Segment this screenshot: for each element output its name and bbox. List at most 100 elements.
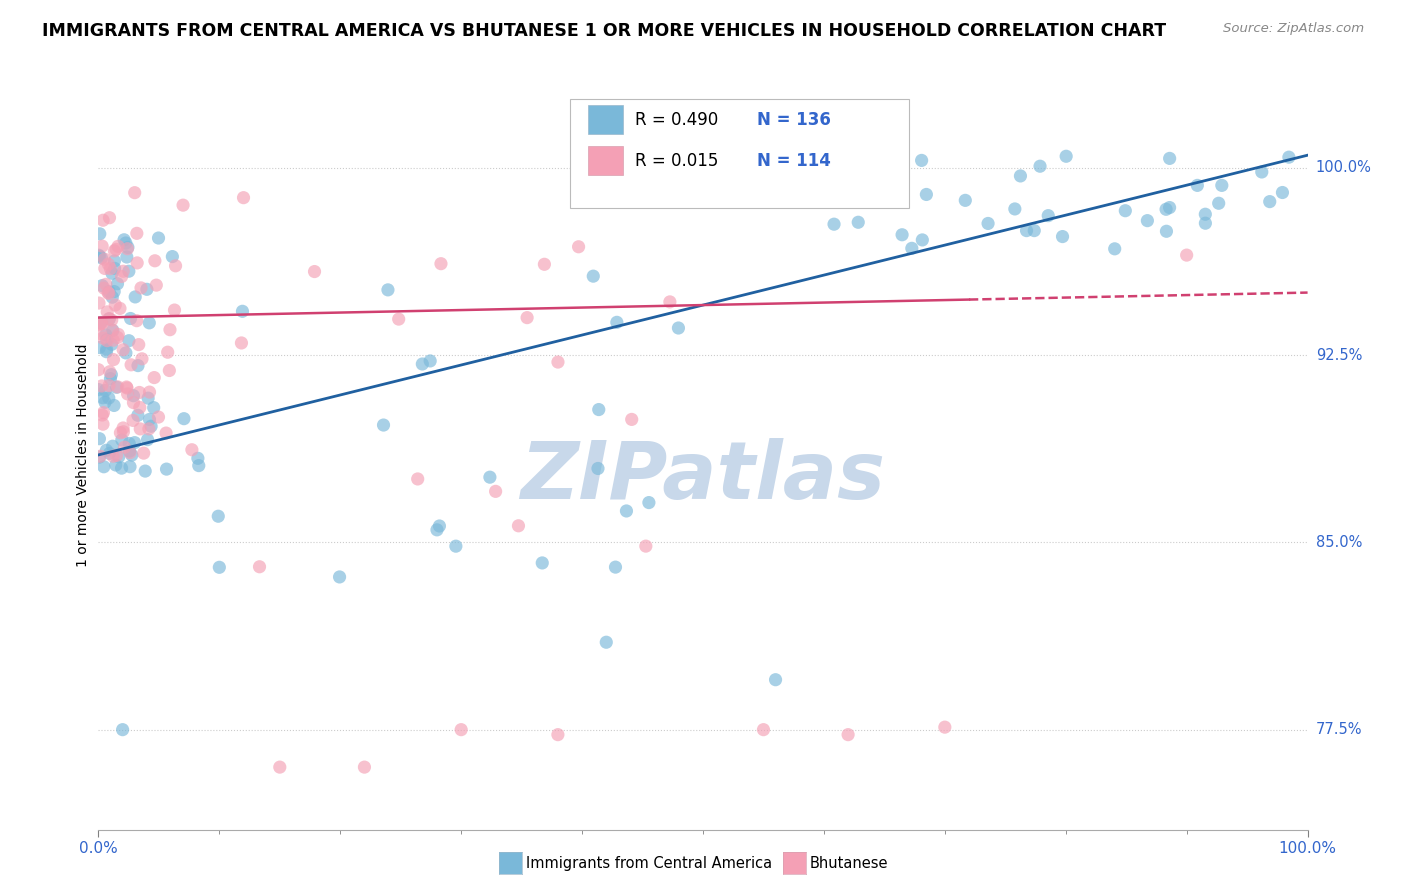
Point bbox=[823, 156, 845, 170]
Point bbox=[111, 723, 134, 737]
Point bbox=[98, 211, 121, 225]
Point bbox=[100, 372, 122, 386]
Point bbox=[112, 233, 135, 247]
Point bbox=[1208, 196, 1230, 211]
Point bbox=[910, 153, 932, 168]
Point bbox=[588, 402, 610, 417]
Point bbox=[187, 451, 209, 466]
Point bbox=[616, 504, 638, 518]
Point bbox=[135, 282, 157, 296]
Point bbox=[187, 458, 209, 473]
Point bbox=[145, 278, 167, 293]
Point bbox=[450, 723, 472, 737]
Point bbox=[269, 760, 291, 774]
Point bbox=[658, 294, 681, 309]
Point bbox=[97, 257, 120, 271]
Point bbox=[1258, 194, 1281, 209]
Point bbox=[595, 635, 617, 649]
Point bbox=[107, 380, 129, 394]
Point bbox=[112, 343, 135, 357]
Point bbox=[87, 296, 110, 310]
Point bbox=[87, 248, 110, 262]
Point bbox=[121, 448, 143, 462]
Point bbox=[1250, 165, 1272, 179]
Text: N = 136: N = 136 bbox=[758, 111, 831, 128]
Point bbox=[329, 570, 352, 584]
Point bbox=[118, 264, 141, 278]
Point bbox=[100, 368, 122, 382]
Point bbox=[107, 330, 129, 344]
Point bbox=[129, 422, 152, 436]
Point bbox=[1194, 216, 1216, 230]
Point bbox=[148, 231, 170, 245]
Point bbox=[89, 326, 111, 341]
Point bbox=[508, 518, 530, 533]
Point bbox=[105, 380, 128, 394]
Point bbox=[173, 411, 195, 425]
FancyBboxPatch shape bbox=[588, 105, 623, 134]
Point bbox=[668, 321, 690, 335]
Point bbox=[891, 227, 914, 242]
Point bbox=[638, 495, 661, 509]
Point bbox=[91, 391, 114, 405]
Point bbox=[1029, 159, 1052, 173]
Point bbox=[105, 449, 128, 463]
Point bbox=[107, 327, 129, 342]
Point bbox=[1156, 224, 1178, 238]
Point bbox=[94, 261, 117, 276]
Point bbox=[779, 178, 801, 193]
Point bbox=[484, 484, 506, 499]
Text: 100.0%: 100.0% bbox=[1316, 161, 1372, 175]
Point bbox=[1054, 149, 1077, 163]
Point bbox=[1278, 150, 1301, 164]
Point bbox=[373, 418, 395, 433]
Point bbox=[159, 323, 181, 337]
Point bbox=[94, 395, 117, 409]
Point bbox=[547, 728, 569, 742]
Y-axis label: 1 or more Vehicles in Household: 1 or more Vehicles in Household bbox=[76, 343, 90, 566]
Point bbox=[955, 194, 977, 208]
Point bbox=[478, 470, 501, 484]
Text: ZIPatlas: ZIPatlas bbox=[520, 438, 886, 516]
Point bbox=[606, 315, 628, 329]
Point bbox=[143, 253, 166, 268]
Point bbox=[128, 337, 150, 351]
Point bbox=[139, 419, 162, 434]
Point bbox=[101, 449, 124, 463]
Point bbox=[131, 351, 153, 366]
Point bbox=[89, 227, 111, 241]
Point bbox=[180, 442, 202, 457]
Text: R = 0.490: R = 0.490 bbox=[636, 111, 718, 128]
Point bbox=[103, 285, 125, 299]
Point bbox=[89, 432, 111, 446]
Point bbox=[94, 327, 117, 342]
Point bbox=[915, 187, 938, 202]
Point bbox=[96, 342, 118, 356]
Point bbox=[93, 281, 115, 295]
Point bbox=[110, 461, 132, 475]
Point bbox=[122, 395, 145, 409]
Point bbox=[103, 352, 125, 367]
Point bbox=[101, 266, 124, 280]
Point bbox=[115, 380, 138, 394]
Point bbox=[155, 462, 177, 476]
Point bbox=[1175, 248, 1198, 262]
Point bbox=[207, 509, 229, 524]
Point bbox=[1038, 209, 1060, 223]
Point bbox=[136, 433, 159, 447]
Point bbox=[91, 239, 114, 253]
Point bbox=[752, 723, 775, 737]
Point bbox=[444, 539, 467, 553]
Point bbox=[1271, 186, 1294, 200]
Point bbox=[103, 333, 125, 347]
Point bbox=[143, 370, 166, 384]
Point bbox=[934, 720, 956, 734]
Point bbox=[419, 354, 441, 368]
Point bbox=[1159, 152, 1181, 166]
Point bbox=[90, 316, 112, 330]
Point bbox=[103, 261, 125, 276]
Point bbox=[94, 384, 117, 398]
Text: Source: ZipAtlas.com: Source: ZipAtlas.com bbox=[1223, 22, 1364, 36]
Point bbox=[91, 331, 114, 345]
Point bbox=[1004, 202, 1026, 216]
